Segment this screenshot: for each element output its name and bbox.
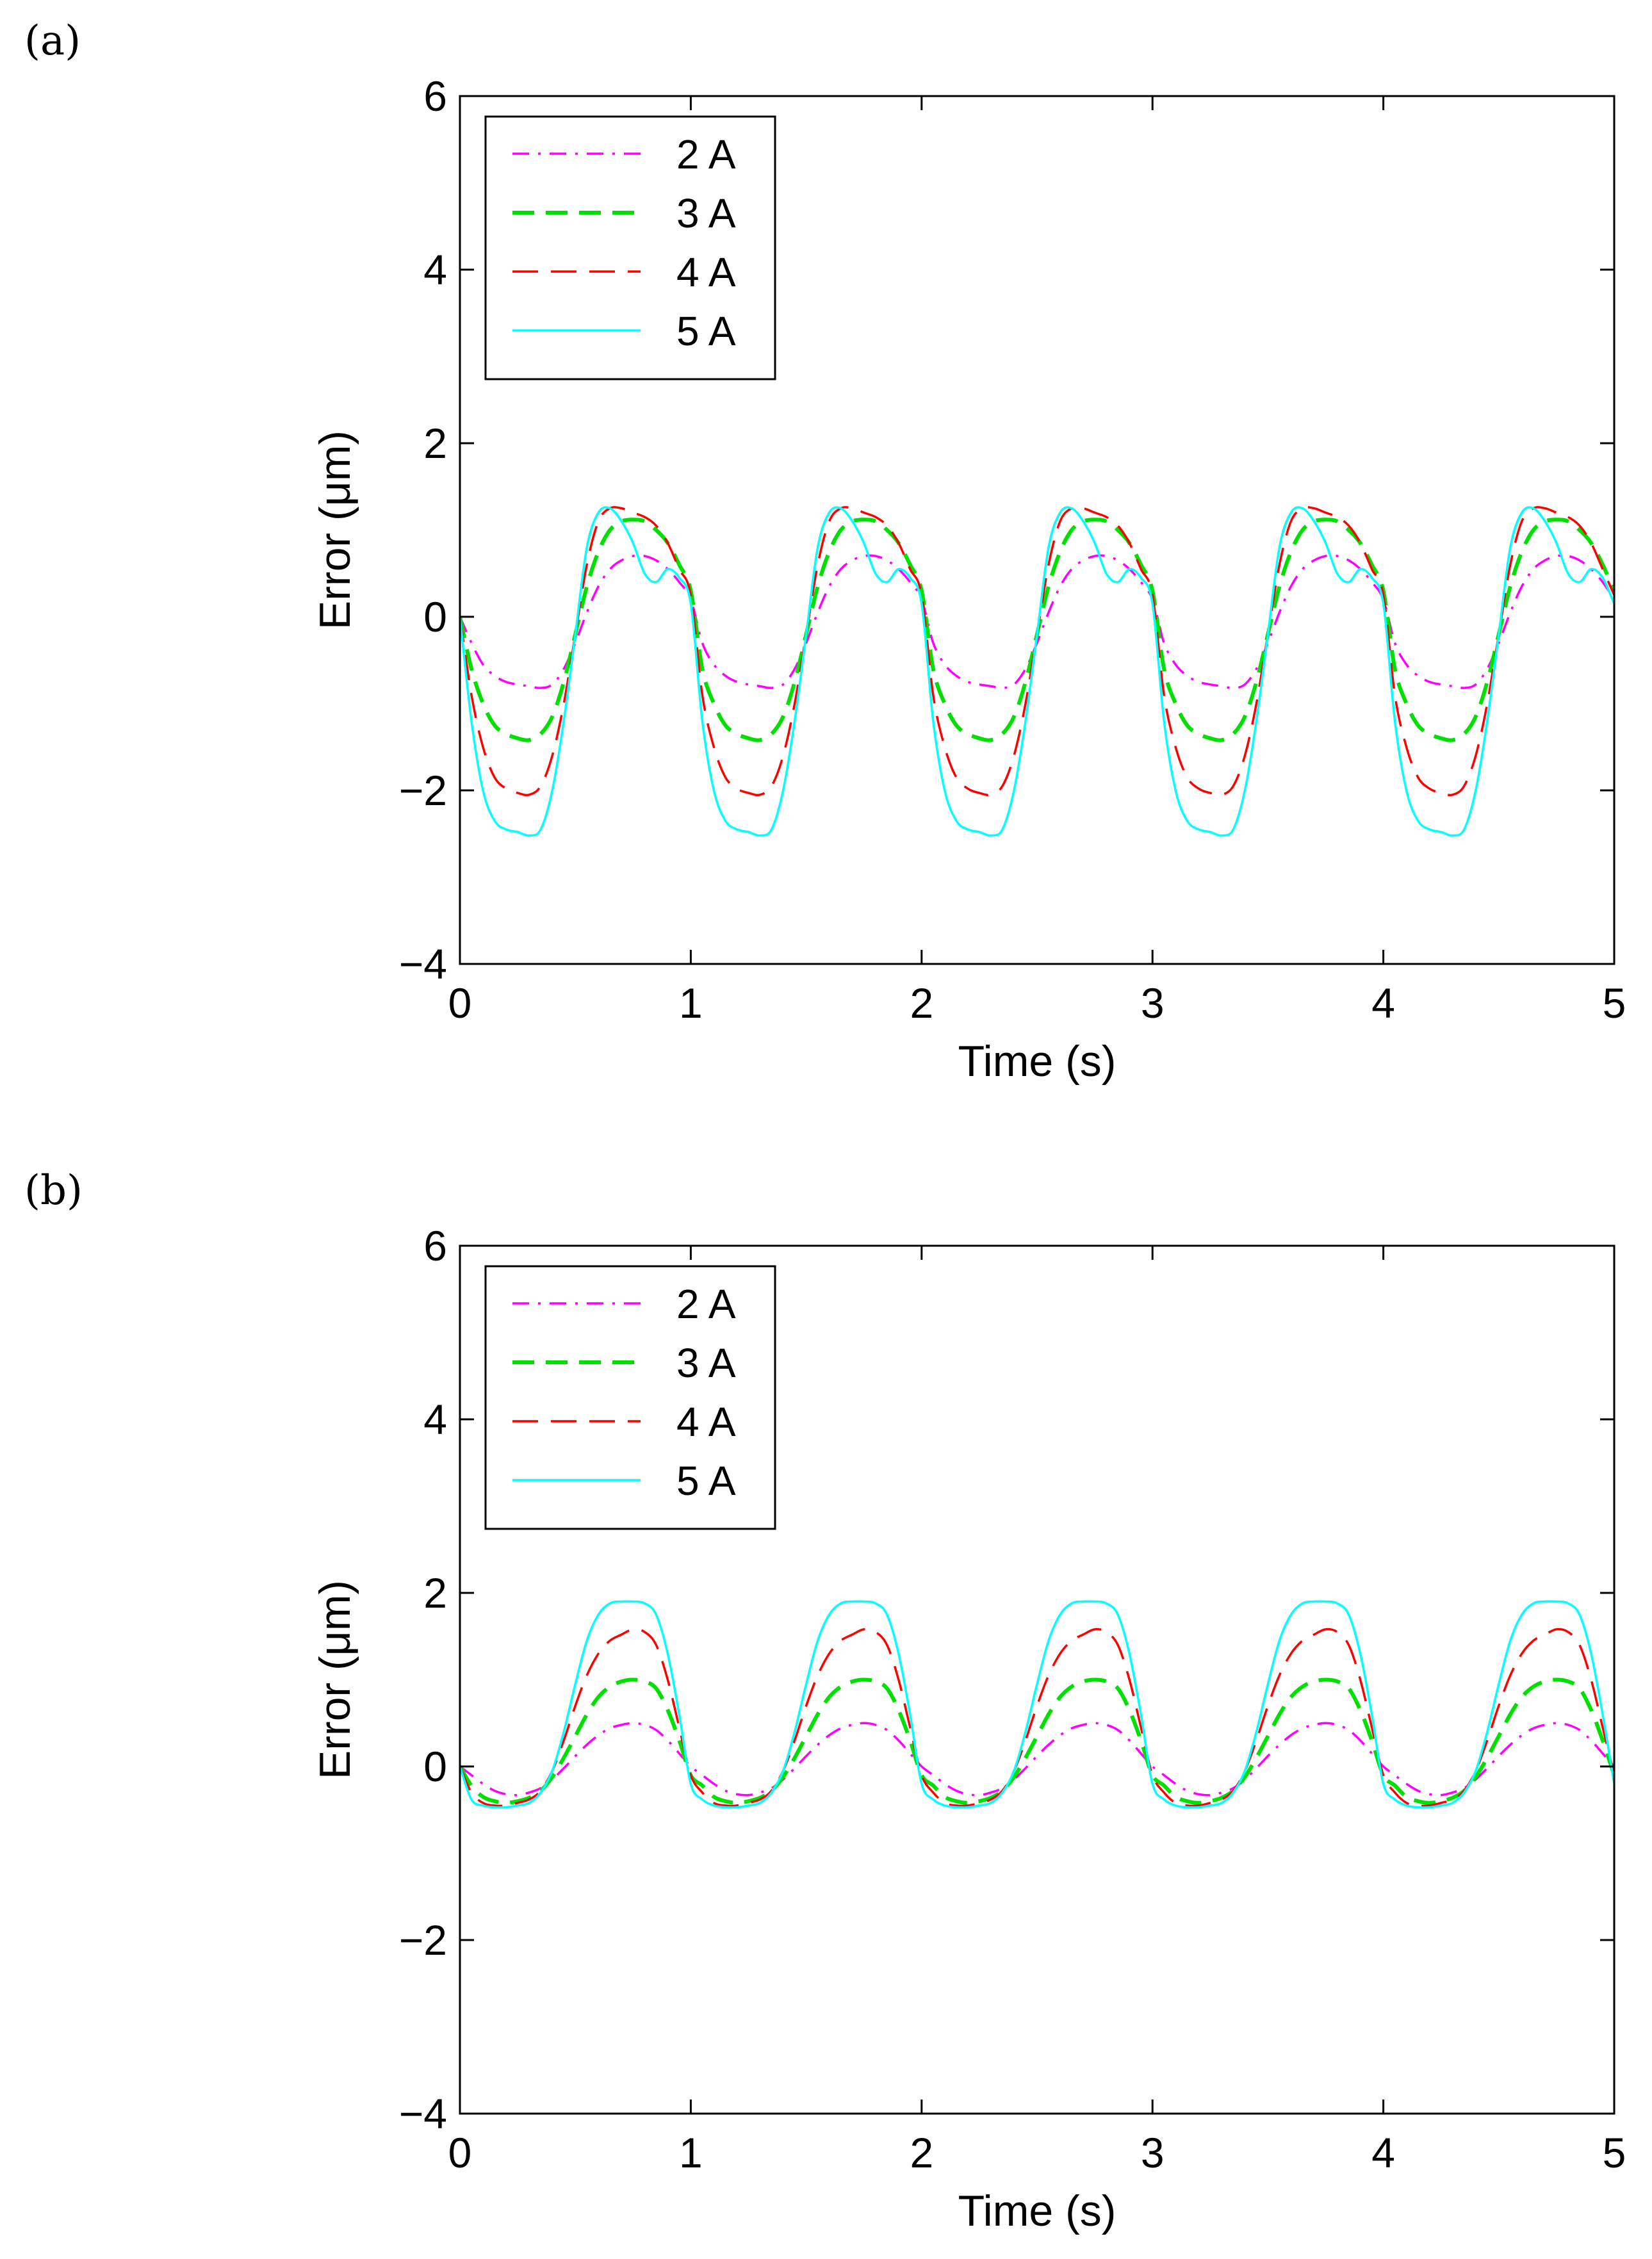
x-tick-label: 2 <box>910 979 933 1027</box>
y-tick-label: −2 <box>399 1916 447 1964</box>
y-tick-label: 0 <box>423 593 447 640</box>
legend-box <box>484 1265 776 1530</box>
y-axis-title: Error (μm) <box>311 1580 359 1779</box>
y-axis-title: Error (μm) <box>311 430 359 630</box>
series-line-4a <box>460 1627 1614 1807</box>
series-line-2a <box>460 554 1614 689</box>
y-tick-label: 2 <box>423 1569 447 1617</box>
legend-label: 4 A <box>676 249 736 295</box>
plot-frame <box>459 95 1615 965</box>
y-tick-label: −4 <box>399 2090 447 2137</box>
plot-frame <box>459 1244 1615 2115</box>
legend-label: 2 A <box>676 1281 736 1327</box>
legend: 2 A 3 A 4 A 5 A <box>484 1265 776 1530</box>
x-tick-label: 3 <box>1141 979 1165 1027</box>
legend-box <box>484 115 776 380</box>
y-tick-label: 6 <box>423 1222 447 1269</box>
legend-label: 5 A <box>676 1458 736 1504</box>
x-tick-label: 0 <box>448 2129 472 2176</box>
y-tick-label: 0 <box>423 1743 447 1790</box>
y-tick-label: −4 <box>399 940 447 988</box>
series-line-5a <box>460 506 1614 837</box>
x-tick-label: 0 <box>448 979 472 1027</box>
x-tick-label: 5 <box>1603 2129 1626 2176</box>
y-tick-label: 4 <box>423 246 447 293</box>
series-group <box>460 1600 1614 1809</box>
x-tick-label: 1 <box>679 979 703 1027</box>
chart-panel-a: (a) 0 1 2 3 4 5 −4 −2 0 2 4 6 Time (s) Error (μm) 2 A 3 … <box>24 17 1626 1086</box>
panel-label: (a) <box>24 17 81 65</box>
x-axis-title: Time (s) <box>958 2187 1116 2235</box>
x-tick-label: 2 <box>910 2129 933 2176</box>
y-tick-label: 2 <box>423 420 447 467</box>
legend-label: 3 A <box>676 190 736 236</box>
x-tick-label: 1 <box>679 2129 703 2176</box>
legend-label: 3 A <box>676 1340 736 1386</box>
legend-label: 2 A <box>676 131 736 177</box>
x-axis-title: Time (s) <box>958 1037 1116 1086</box>
legend-label: 5 A <box>676 308 736 354</box>
y-tick-label: 4 <box>423 1396 447 1443</box>
chart-panel-b: (b) 0 1 2 3 4 5 −4 −2 0 2 4 6 Time (s) Error (μm) 2 A 3 … <box>24 1167 1626 2235</box>
legend: 2 A 3 A 4 A 5 A <box>484 115 776 380</box>
series-group <box>460 506 1614 837</box>
series-line-5a <box>460 1600 1614 1809</box>
x-tick-label: 4 <box>1371 979 1395 1027</box>
x-tick-label: 5 <box>1603 979 1626 1027</box>
series-line-3a <box>460 1677 1614 1805</box>
y-tick-label: 6 <box>423 72 447 120</box>
series-line-2a <box>460 1722 1614 1797</box>
legend-label: 4 A <box>676 1399 736 1445</box>
y-tick-label: −2 <box>399 767 447 814</box>
series-line-4a <box>460 506 1614 797</box>
x-tick-label: 4 <box>1371 2129 1395 2176</box>
x-tick-label: 3 <box>1141 2129 1165 2176</box>
panel-label: (b) <box>24 1167 83 1214</box>
